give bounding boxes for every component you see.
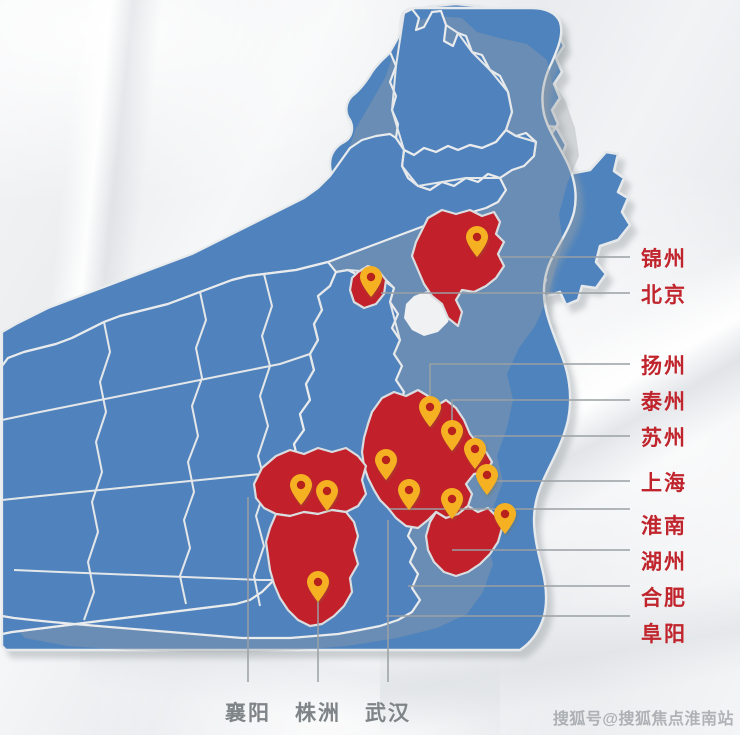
label-hefei[interactable]: 合肥 [641,587,687,610]
label-jinzhou[interactable]: 锦州 [641,248,687,271]
pin-shanghai[interactable] [476,464,498,495]
province-borders [1,12,537,621]
pin-zhuzhou[interactable] [307,571,329,602]
province-zhejiang [424,504,504,578]
pin-wuhan[interactable] [316,480,338,511]
map-pins [290,226,516,602]
connector-lines [381,256,630,617]
label-beijing[interactable]: 北京 [641,284,687,307]
pin-huzhou[interactable] [494,503,516,534]
label-shanghai[interactable]: 上海 [641,472,687,495]
label-taizhou[interactable]: 泰州 [641,391,687,414]
watermark: 搜狐号@搜狐焦点淮南站 [552,711,734,728]
pin-beijing[interactable] [360,266,382,297]
connector-lines-bottom [247,497,389,682]
label-wuhan[interactable]: 武汉 [365,702,411,725]
label-suzhou[interactable]: 苏州 [641,427,687,450]
label-xiangyang[interactable]: 襄阳 [225,702,271,725]
pin-xiangyang[interactable] [290,474,312,505]
pin-huainan[interactable] [398,479,420,510]
pin-taizhou[interactable] [441,420,463,451]
label-huainan[interactable]: 淮南 [641,515,687,538]
label-zhuzhou[interactable]: 株洲 [295,702,341,725]
label-huzhou[interactable]: 湖州 [641,551,687,574]
pin-fuyang[interactable] [375,449,397,480]
label-yangzhou[interactable]: 扬州 [641,355,687,378]
pin-suzhou[interactable] [464,438,486,469]
pin-yangzhou[interactable] [419,396,441,427]
pin-hefei[interactable] [441,488,463,519]
province-hunan [264,508,360,628]
label-fuyang[interactable]: 阜阳 [641,623,687,646]
pin-jinzhou[interactable] [466,226,488,257]
